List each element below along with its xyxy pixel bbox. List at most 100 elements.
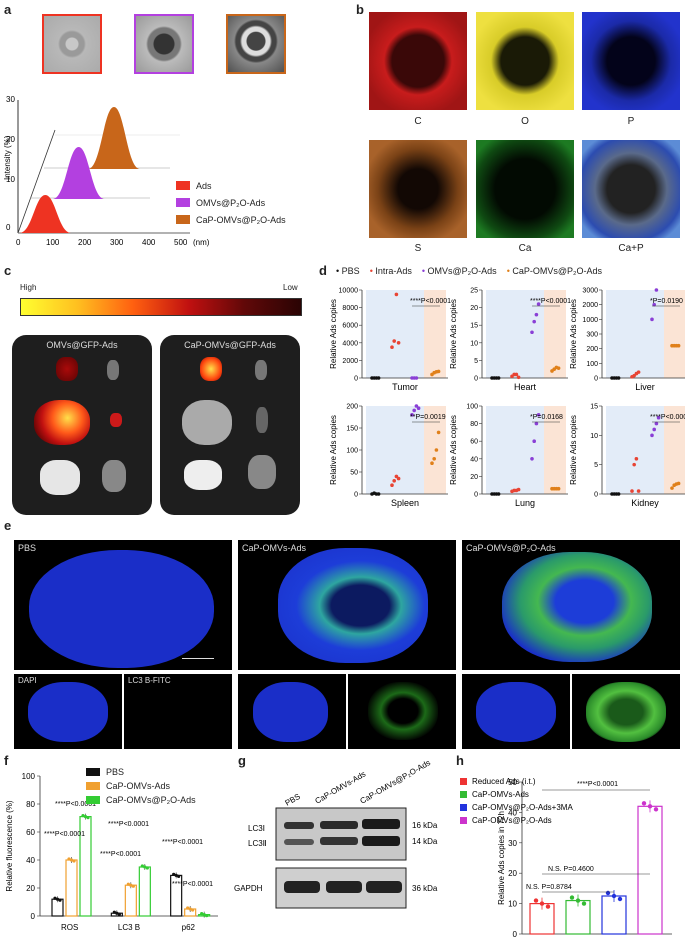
- data-point: [533, 898, 539, 903]
- shade-orange: [544, 406, 566, 494]
- x-tick: 100: [46, 238, 60, 247]
- size-distribution-chart: 30 20 10 0 Intensity (%) 0 100 200 300 4…: [3, 95, 210, 247]
- tumor-section-pbs-merged: PBS: [14, 540, 232, 670]
- x-tick: 300: [110, 238, 124, 247]
- y-tick: 100: [586, 361, 598, 368]
- data-point: [432, 457, 436, 461]
- organ-kidney: [255, 360, 267, 380]
- tumor-section-cap-omvs-dapi: [238, 674, 346, 749]
- y-tick: 0: [474, 376, 478, 383]
- y-tick: 150: [346, 426, 358, 433]
- y-tick: 20: [26, 884, 35, 893]
- data-point: [436, 430, 441, 435]
- x-tick: 0: [16, 238, 21, 247]
- y-tick: 200: [346, 404, 358, 411]
- organ-label: Lung: [515, 498, 535, 508]
- category-label: p62: [182, 923, 196, 932]
- data-point: [616, 492, 621, 496]
- data-point: [115, 911, 119, 915]
- panel-label-e: e: [4, 518, 12, 533]
- data-point: [434, 448, 439, 452]
- data-point: [390, 345, 394, 349]
- data-point: [394, 292, 399, 297]
- y-tick: 0: [513, 930, 518, 939]
- bar: [637, 805, 663, 935]
- eds-map-ca: [476, 140, 574, 238]
- stat-label: ****P<0.0001: [410, 298, 451, 305]
- ivis-left-title: OMVs@GFP-Ads: [46, 340, 118, 350]
- y-tick: 0: [594, 376, 598, 383]
- legend-label: PBS: [106, 767, 125, 777]
- shade-blue: [366, 290, 424, 378]
- data-point: [532, 439, 536, 443]
- shade-blue: [606, 406, 664, 494]
- category-label: ROS: [61, 923, 78, 932]
- shade-orange: [424, 290, 446, 378]
- stat-label: N.S. P=0.8784: [526, 884, 572, 891]
- y-axis-label: Intensity (%): [3, 135, 12, 180]
- y-tick: 30: [508, 839, 517, 848]
- stat-label: ****P<0.0001: [108, 821, 149, 828]
- organ-kidney: [107, 360, 119, 380]
- tumor-section-pbs-dapi: DAPI: [14, 674, 122, 749]
- stat-label: ****P<0.0001: [44, 831, 85, 838]
- data-point: [536, 302, 541, 306]
- subplot-kidney: 15 10 5 0 Relative Ads copies Kidney ****P<0.0…: [569, 404, 685, 508]
- data-point: [617, 896, 623, 902]
- data-point: [575, 898, 581, 903]
- eds-map-p: [582, 12, 680, 110]
- stat-label: ****P<0.0001: [577, 781, 618, 788]
- y-tick: 8000: [342, 305, 358, 312]
- data-point: [140, 864, 144, 868]
- legend-h: Reduced Ads (i.t.) CaP-OMVs-Ads CaP-OMVs@P…: [460, 777, 573, 825]
- data-point: [410, 413, 414, 417]
- x-tick: 400: [142, 238, 156, 247]
- kda-label: 16 kDa: [412, 821, 438, 830]
- legend-label: OMVs@P₂O-Ads: [196, 197, 266, 208]
- band: [362, 836, 400, 846]
- legend-label: CaP-OMVs@P₂O-Ads: [196, 214, 286, 225]
- y-tick: 15: [470, 323, 478, 330]
- data-point: [202, 913, 206, 917]
- data-point: [569, 895, 575, 900]
- legend-item: • OMVs@P₂O-Ads: [421, 266, 497, 276]
- data-point: [396, 476, 401, 481]
- map-label: P: [627, 116, 635, 127]
- data-point: [145, 866, 149, 870]
- data-point: [496, 492, 501, 496]
- tem-image-omvs: [134, 14, 194, 74]
- y-tick: 20: [508, 869, 517, 878]
- data-point: [545, 904, 551, 909]
- data-point: [632, 462, 636, 467]
- y-tick: 0: [354, 376, 358, 383]
- legend-f: PBS CaP-OMVs-Ads CaP-OMVs@P₂O-Ads: [86, 765, 196, 807]
- y-tick: 0: [31, 912, 36, 921]
- western-blot: PBS CaP-OMVs-Ads CaP-OMVs@P₂O-Ads LC3Ⅰ L…: [234, 760, 438, 909]
- fluorescence-bar-chart: 100 80 60 40 20 0 Relative fluorescence (%) ROS…: [5, 772, 218, 932]
- tumor-section-pbs-lc3: LC3 B-FITC: [124, 674, 232, 749]
- data-point: [676, 343, 681, 348]
- y-tick: 0: [594, 492, 598, 499]
- ads-copies-bar-chart: 50 40 30 20 10 0 Relative Ads copies in 72h ***…: [460, 777, 672, 939]
- y-axis-label: Relative Ads copies: [449, 415, 458, 485]
- map-label: C: [414, 116, 422, 127]
- legend-item: • CaP-OMVs@P₂O-Ads: [506, 266, 603, 276]
- stat-label: N.S. P=0.4600: [548, 866, 594, 873]
- data-point: [581, 901, 587, 906]
- bar: [138, 866, 151, 917]
- organ-label: Liver: [635, 382, 655, 392]
- data-point: [129, 883, 133, 887]
- organ-lung: [184, 460, 222, 490]
- data-point: [556, 486, 561, 491]
- group-label: CaP-OMVs@P₂O-Ads: [466, 543, 556, 553]
- data-point: [177, 874, 181, 878]
- organ-heart: [56, 357, 78, 381]
- data-point: [670, 486, 674, 490]
- subplot-lung: 100 80 60 40 20 0 Relative Ads copies Lung *P=0.…: [449, 404, 568, 508]
- data-point: [653, 807, 659, 812]
- data-point: [81, 814, 85, 818]
- tumor-section-cap-omvs-lc3: [348, 674, 456, 749]
- data-point: [414, 404, 419, 408]
- legend-swatch: [460, 778, 467, 785]
- tumor-section-cap-omvs-p2o-lc3: [572, 674, 680, 749]
